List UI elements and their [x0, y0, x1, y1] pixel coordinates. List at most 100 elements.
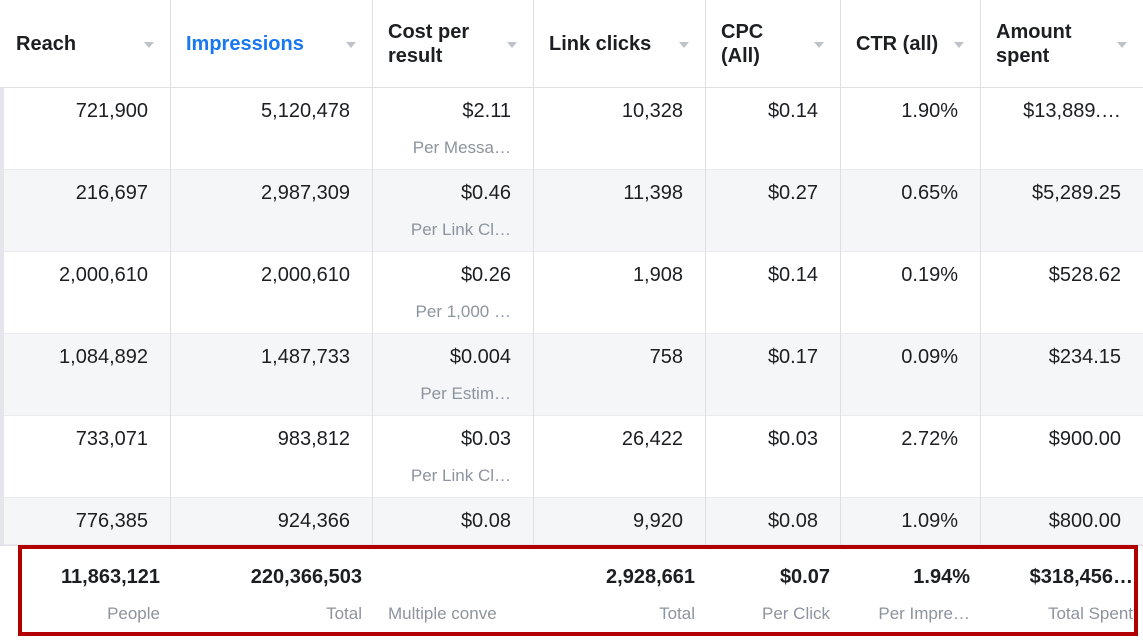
column-divider — [372, 416, 373, 498]
row-stripe — [0, 88, 4, 545]
column-header[interactable]: Cost per result — [388, 21, 470, 67]
cell-value: 1,084,892 — [59, 346, 148, 368]
column-divider — [705, 88, 706, 170]
row-bg — [0, 170, 1143, 252]
column-divider — [170, 498, 171, 545]
cell-value: 26,422 — [621, 428, 683, 450]
column-divider — [533, 88, 534, 170]
cell-value: 11,398 — [623, 182, 683, 204]
cell-subtext: Per Link Cl… — [410, 220, 511, 239]
column-divider — [170, 0, 171, 88]
column-divider — [705, 0, 706, 88]
column-divider — [980, 252, 981, 334]
column-divider — [170, 88, 171, 170]
cell-value: $0.004 — [449, 346, 511, 368]
column-header[interactable]: CTR (all) — [856, 33, 939, 55]
cell-value: 1,908 — [632, 264, 683, 286]
cell-value: $0.27 — [767, 182, 818, 204]
cell-value: $0.08 — [460, 510, 511, 532]
column-divider — [705, 416, 706, 498]
sort-icon — [1117, 42, 1127, 48]
column-divider — [980, 334, 981, 416]
column-header[interactable]: CPC (All) — [721, 21, 764, 67]
column-divider — [840, 498, 841, 545]
column-divider — [705, 498, 706, 545]
column-divider — [840, 416, 841, 498]
sort-icon — [814, 42, 824, 48]
row-bg — [0, 498, 1143, 545]
column-divider — [533, 498, 534, 545]
column-divider — [705, 170, 706, 252]
row-bg — [0, 334, 1143, 416]
sort-icon — [507, 42, 517, 48]
header-bg — [0, 0, 1143, 88]
cell-value: 9,920 — [632, 510, 683, 532]
column-divider — [533, 416, 534, 498]
cell-value: 721,900 — [75, 100, 148, 122]
column-divider — [372, 0, 373, 88]
column-divider — [533, 0, 534, 88]
column-divider — [840, 88, 841, 170]
cell-value: 10,328 — [621, 100, 683, 122]
total-value: 11,863,121 — [61, 566, 160, 588]
cell-value: $0.26 — [460, 264, 511, 286]
total-subtext: Total Spent — [1047, 604, 1133, 623]
cell-value: 1.09% — [901, 510, 958, 532]
column-divider — [533, 252, 534, 334]
cell-value: $0.03 — [460, 428, 511, 450]
column-divider — [980, 416, 981, 498]
column-divider — [372, 170, 373, 252]
row-bg — [0, 416, 1143, 498]
column-divider — [980, 498, 981, 545]
cell-value: $13,889.… — [1023, 100, 1121, 122]
column-divider — [980, 88, 981, 170]
column-divider — [840, 334, 841, 416]
column-divider — [372, 498, 373, 545]
footer-bg — [0, 545, 1143, 642]
total-subtext: People — [107, 604, 160, 623]
column-header[interactable]: Amount spent — [996, 21, 1072, 67]
column-divider — [533, 334, 534, 416]
column-divider — [840, 0, 841, 88]
cell-value: 1.90% — [901, 100, 958, 122]
cell-subtext: Per Link Cl… — [410, 466, 511, 485]
column-divider — [980, 0, 981, 88]
cell-value: 2,000,610 — [261, 264, 350, 286]
cell-value: 2.72% — [901, 428, 958, 450]
cell-value: $234.15 — [1048, 346, 1121, 368]
cell-value: $0.08 — [767, 510, 818, 532]
cell-value: 733,071 — [75, 428, 148, 450]
cell-value: 924,366 — [277, 510, 350, 532]
total-value: 2,928,661 — [606, 566, 695, 588]
column-header[interactable]: Reach — [16, 33, 77, 55]
cell-value: 776,385 — [75, 510, 148, 532]
cell-value: $2.11 — [462, 100, 511, 122]
total-value: 220,366,503 — [250, 566, 362, 588]
sort-icon — [954, 42, 964, 48]
column-divider — [705, 252, 706, 334]
totals-highlight — [18, 545, 1138, 636]
total-subtext: Total — [659, 604, 695, 623]
cell-value: $0.46 — [460, 182, 511, 204]
column-header[interactable]: Impressions — [186, 33, 304, 55]
cell-value: 0.19% — [901, 264, 958, 286]
cell-subtext: Per Messa… — [412, 138, 511, 157]
cell-value: $528.62 — [1048, 264, 1121, 286]
cell-value: 758 — [649, 346, 683, 368]
column-header[interactable]: Link clicks — [549, 33, 652, 55]
column-divider — [840, 170, 841, 252]
sort-icon — [679, 42, 689, 48]
cell-value: $0.03 — [767, 428, 818, 450]
cell-value: 1,487,733 — [261, 346, 350, 368]
cell-value: 5,120,478 — [261, 100, 350, 122]
cell-value: 2,987,309 — [261, 182, 350, 204]
cell-value: $0.14 — [767, 100, 818, 122]
row-bg — [0, 252, 1143, 334]
cell-value: $5,289.25 — [1032, 182, 1121, 204]
column-divider — [840, 252, 841, 334]
total-subtext: Total — [326, 604, 362, 623]
total-subtext: Per Click — [761, 604, 830, 623]
column-divider — [170, 416, 171, 498]
sort-icon — [144, 42, 154, 48]
cell-subtext: Per Estim… — [420, 384, 511, 403]
